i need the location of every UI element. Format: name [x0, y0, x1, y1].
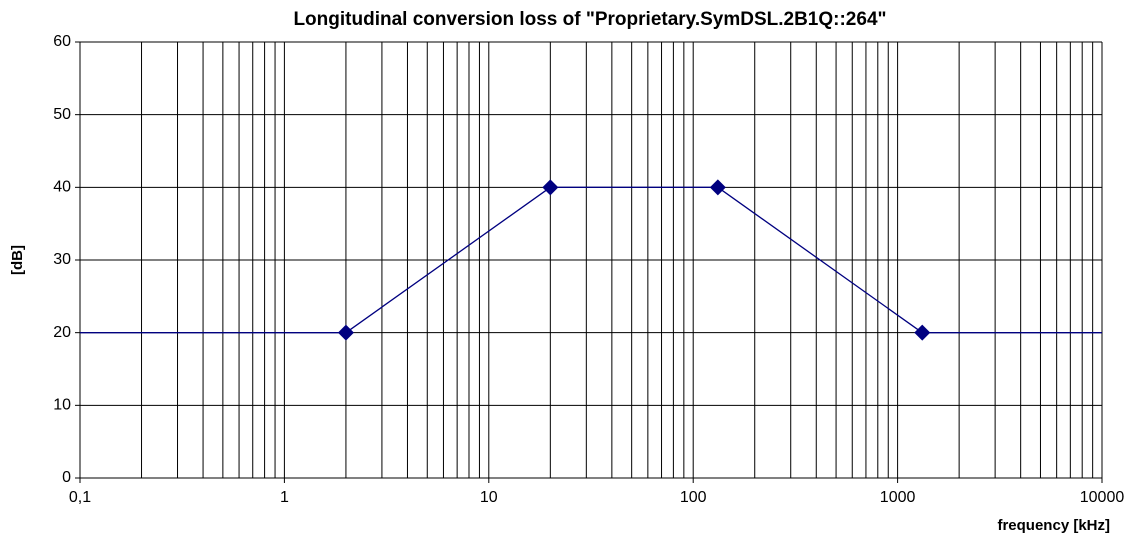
chart-title: Longitudinal conversion loss of "Proprie… [293, 9, 886, 30]
x-axis-label: frequency [kHz] [997, 517, 1110, 534]
data-marker [709, 179, 726, 196]
y-tick-label: 0 [62, 469, 71, 486]
x-tick-label: 100 [680, 489, 707, 506]
data-marker [337, 324, 354, 341]
x-tick-label: 0,1 [69, 489, 91, 506]
y-tick-label: 30 [53, 251, 71, 268]
data-line [80, 186, 1102, 334]
x-tick-label: 1000 [880, 489, 916, 506]
y-tick-label: 40 [53, 179, 71, 196]
y-tick-label: 20 [53, 324, 71, 341]
x-tick-label: 10000 [1080, 489, 1125, 506]
data-marker [914, 324, 931, 341]
x-tick-label: 10 [480, 489, 498, 506]
y-tick-label: 10 [53, 397, 71, 414]
y-axis-label: [dB] [9, 245, 26, 275]
y-tick-label: 60 [53, 33, 71, 50]
data-marker [542, 179, 559, 196]
x-tick-label: 1 [280, 489, 289, 506]
y-tick-label: 50 [53, 106, 71, 123]
